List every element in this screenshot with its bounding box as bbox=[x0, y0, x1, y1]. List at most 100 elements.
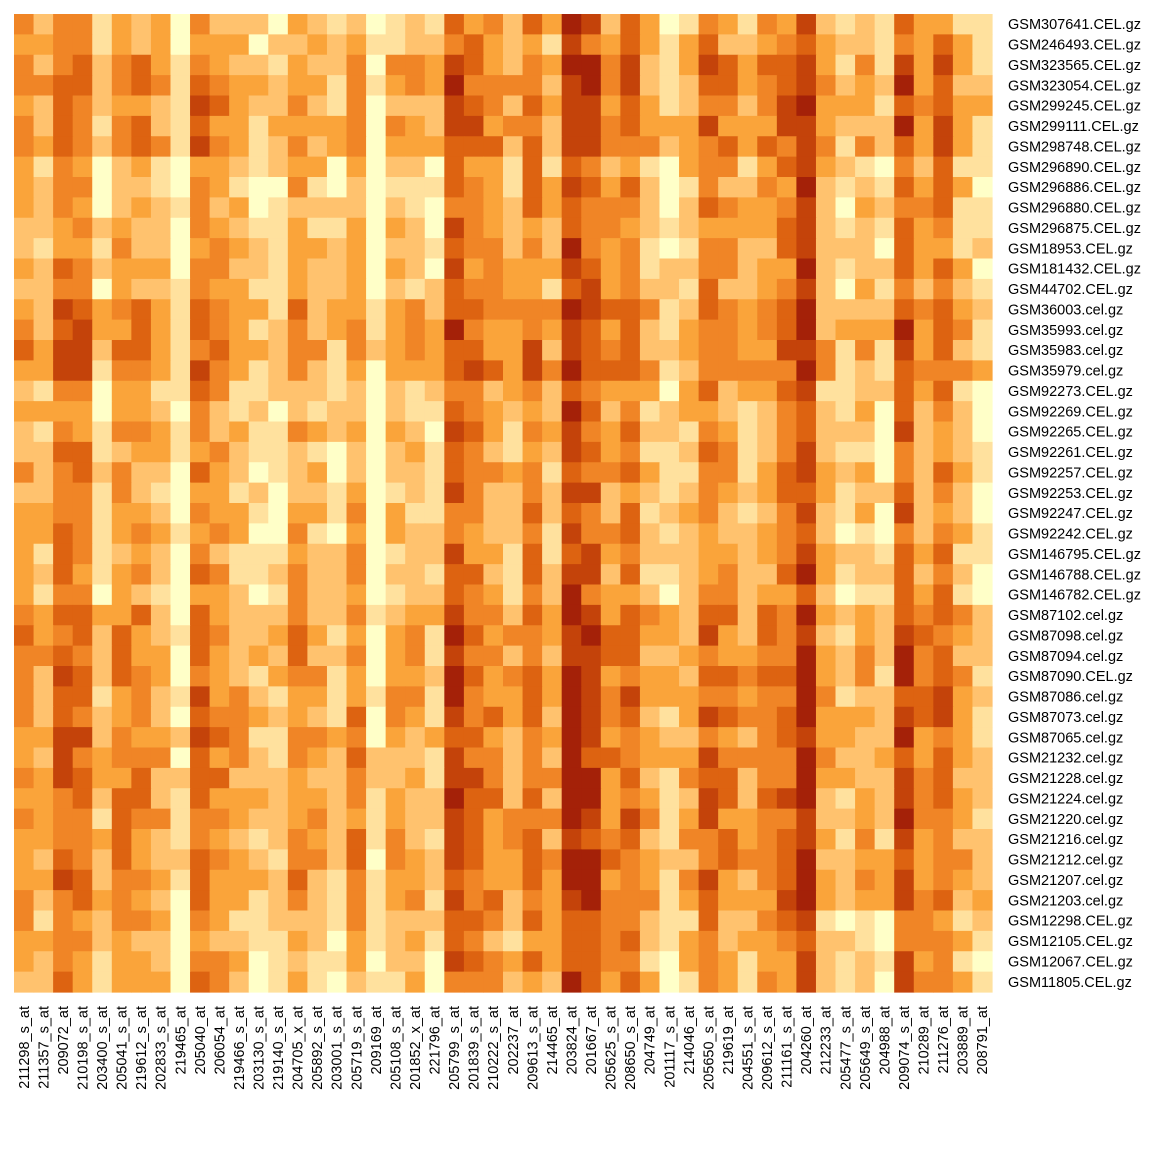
heatmap-cell bbox=[581, 238, 602, 260]
heatmap-cell bbox=[698, 75, 719, 97]
column-label: 204705_x_at bbox=[291, 1006, 307, 1090]
heatmap-cell bbox=[209, 482, 230, 504]
heatmap-cell bbox=[385, 258, 406, 280]
heatmap-cell bbox=[209, 543, 230, 565]
heatmap-cell bbox=[190, 421, 211, 443]
heatmap-cell bbox=[111, 360, 132, 382]
heatmap-cell bbox=[131, 156, 152, 178]
heatmap-cell bbox=[874, 788, 895, 810]
heatmap-cell bbox=[483, 829, 504, 850]
heatmap-cell bbox=[776, 278, 797, 300]
heatmap-cell bbox=[326, 217, 348, 239]
heatmap-cell bbox=[796, 666, 817, 687]
heatmap-cell bbox=[424, 34, 445, 56]
heatmap-cell bbox=[424, 421, 445, 443]
row-label: GSM87086.cel.gz bbox=[1008, 690, 1123, 706]
heatmap-cell bbox=[542, 177, 563, 198]
heatmap-cell bbox=[326, 625, 348, 647]
heatmap-cell bbox=[522, 115, 543, 137]
heatmap-cell bbox=[92, 54, 113, 76]
heatmap-cell bbox=[14, 808, 35, 830]
heatmap-cell bbox=[796, 625, 817, 647]
heatmap-cell bbox=[14, 523, 35, 545]
heatmap-cell bbox=[639, 238, 661, 260]
column-label: 211276_at bbox=[936, 1006, 952, 1073]
heatmap-cell bbox=[894, 523, 915, 545]
heatmap-cell bbox=[815, 808, 837, 830]
heatmap-cell bbox=[542, 401, 563, 423]
heatmap-cell bbox=[952, 136, 974, 158]
heatmap-cell bbox=[229, 890, 250, 912]
heatmap-cell bbox=[326, 299, 348, 321]
heatmap-cell bbox=[855, 115, 876, 137]
heatmap-cell bbox=[581, 95, 602, 117]
heatmap-cell bbox=[757, 319, 778, 341]
heatmap-cell bbox=[326, 706, 348, 728]
heatmap-cell bbox=[33, 686, 54, 708]
heatmap-cell bbox=[14, 401, 35, 423]
heatmap-cell bbox=[972, 462, 993, 484]
heatmap-cell bbox=[776, 503, 797, 524]
heatmap-cell bbox=[229, 686, 250, 708]
heatmap-cell bbox=[522, 543, 543, 565]
heatmap-cell bbox=[72, 604, 93, 626]
heatmap-cell bbox=[248, 523, 269, 545]
heatmap-cell bbox=[385, 971, 406, 993]
heatmap-cell bbox=[639, 523, 661, 545]
heatmap-cell bbox=[639, 503, 661, 524]
row-label: GSM323054.CEL.gz bbox=[1008, 78, 1141, 94]
heatmap-cell bbox=[483, 156, 504, 178]
heatmap-cell bbox=[952, 278, 974, 300]
heatmap-cell bbox=[581, 788, 602, 810]
heatmap-cell bbox=[53, 401, 74, 423]
heatmap-cell bbox=[698, 258, 719, 280]
heatmap-cell bbox=[952, 258, 974, 280]
heatmap-cell bbox=[855, 75, 876, 97]
heatmap-cell bbox=[150, 767, 172, 789]
heatmap-cell bbox=[287, 808, 308, 830]
heatmap-cell bbox=[483, 543, 504, 565]
heatmap-cell bbox=[522, 645, 543, 667]
heatmap-cell bbox=[679, 706, 700, 728]
heatmap-cell bbox=[874, 503, 895, 524]
heatmap-cell bbox=[894, 971, 915, 993]
heatmap-cell bbox=[268, 197, 289, 219]
heatmap-cell bbox=[503, 462, 524, 484]
heatmap-cell bbox=[72, 788, 93, 810]
heatmap-cell bbox=[53, 971, 74, 993]
heatmap-cell bbox=[835, 258, 856, 280]
heatmap-cell bbox=[503, 360, 524, 382]
heatmap-cell bbox=[952, 482, 974, 504]
heatmap-cell bbox=[835, 503, 856, 524]
heatmap-cell bbox=[796, 217, 817, 239]
heatmap-cell bbox=[229, 543, 250, 565]
heatmap-cell bbox=[522, 767, 543, 789]
heatmap-cell bbox=[561, 156, 582, 178]
heatmap-cell bbox=[796, 564, 817, 586]
heatmap-cell bbox=[894, 584, 915, 606]
heatmap-cell bbox=[248, 401, 269, 423]
heatmap-cell bbox=[229, 462, 250, 484]
heatmap-cell bbox=[346, 808, 367, 830]
heatmap-cell bbox=[92, 340, 113, 361]
heatmap-cell bbox=[855, 869, 876, 891]
heatmap-cell bbox=[111, 197, 132, 219]
heatmap-cell bbox=[620, 360, 641, 382]
heatmap-cell bbox=[894, 360, 915, 382]
heatmap-cell bbox=[972, 136, 993, 158]
heatmap-cell bbox=[933, 319, 954, 341]
heatmap-cell bbox=[326, 584, 348, 606]
heatmap-cell bbox=[33, 156, 54, 178]
heatmap-cell bbox=[522, 360, 543, 382]
heatmap-cell bbox=[522, 197, 543, 219]
heatmap-cell bbox=[326, 14, 348, 35]
heatmap-cell bbox=[972, 217, 993, 239]
heatmap-cell bbox=[326, 951, 348, 973]
heatmap-cell bbox=[972, 54, 993, 76]
heatmap-cell bbox=[190, 523, 211, 545]
heatmap-cell bbox=[131, 584, 152, 606]
heatmap-cell bbox=[796, 930, 817, 952]
heatmap-cell bbox=[737, 706, 758, 728]
heatmap-cell bbox=[737, 625, 758, 647]
heatmap-cell bbox=[14, 319, 35, 341]
